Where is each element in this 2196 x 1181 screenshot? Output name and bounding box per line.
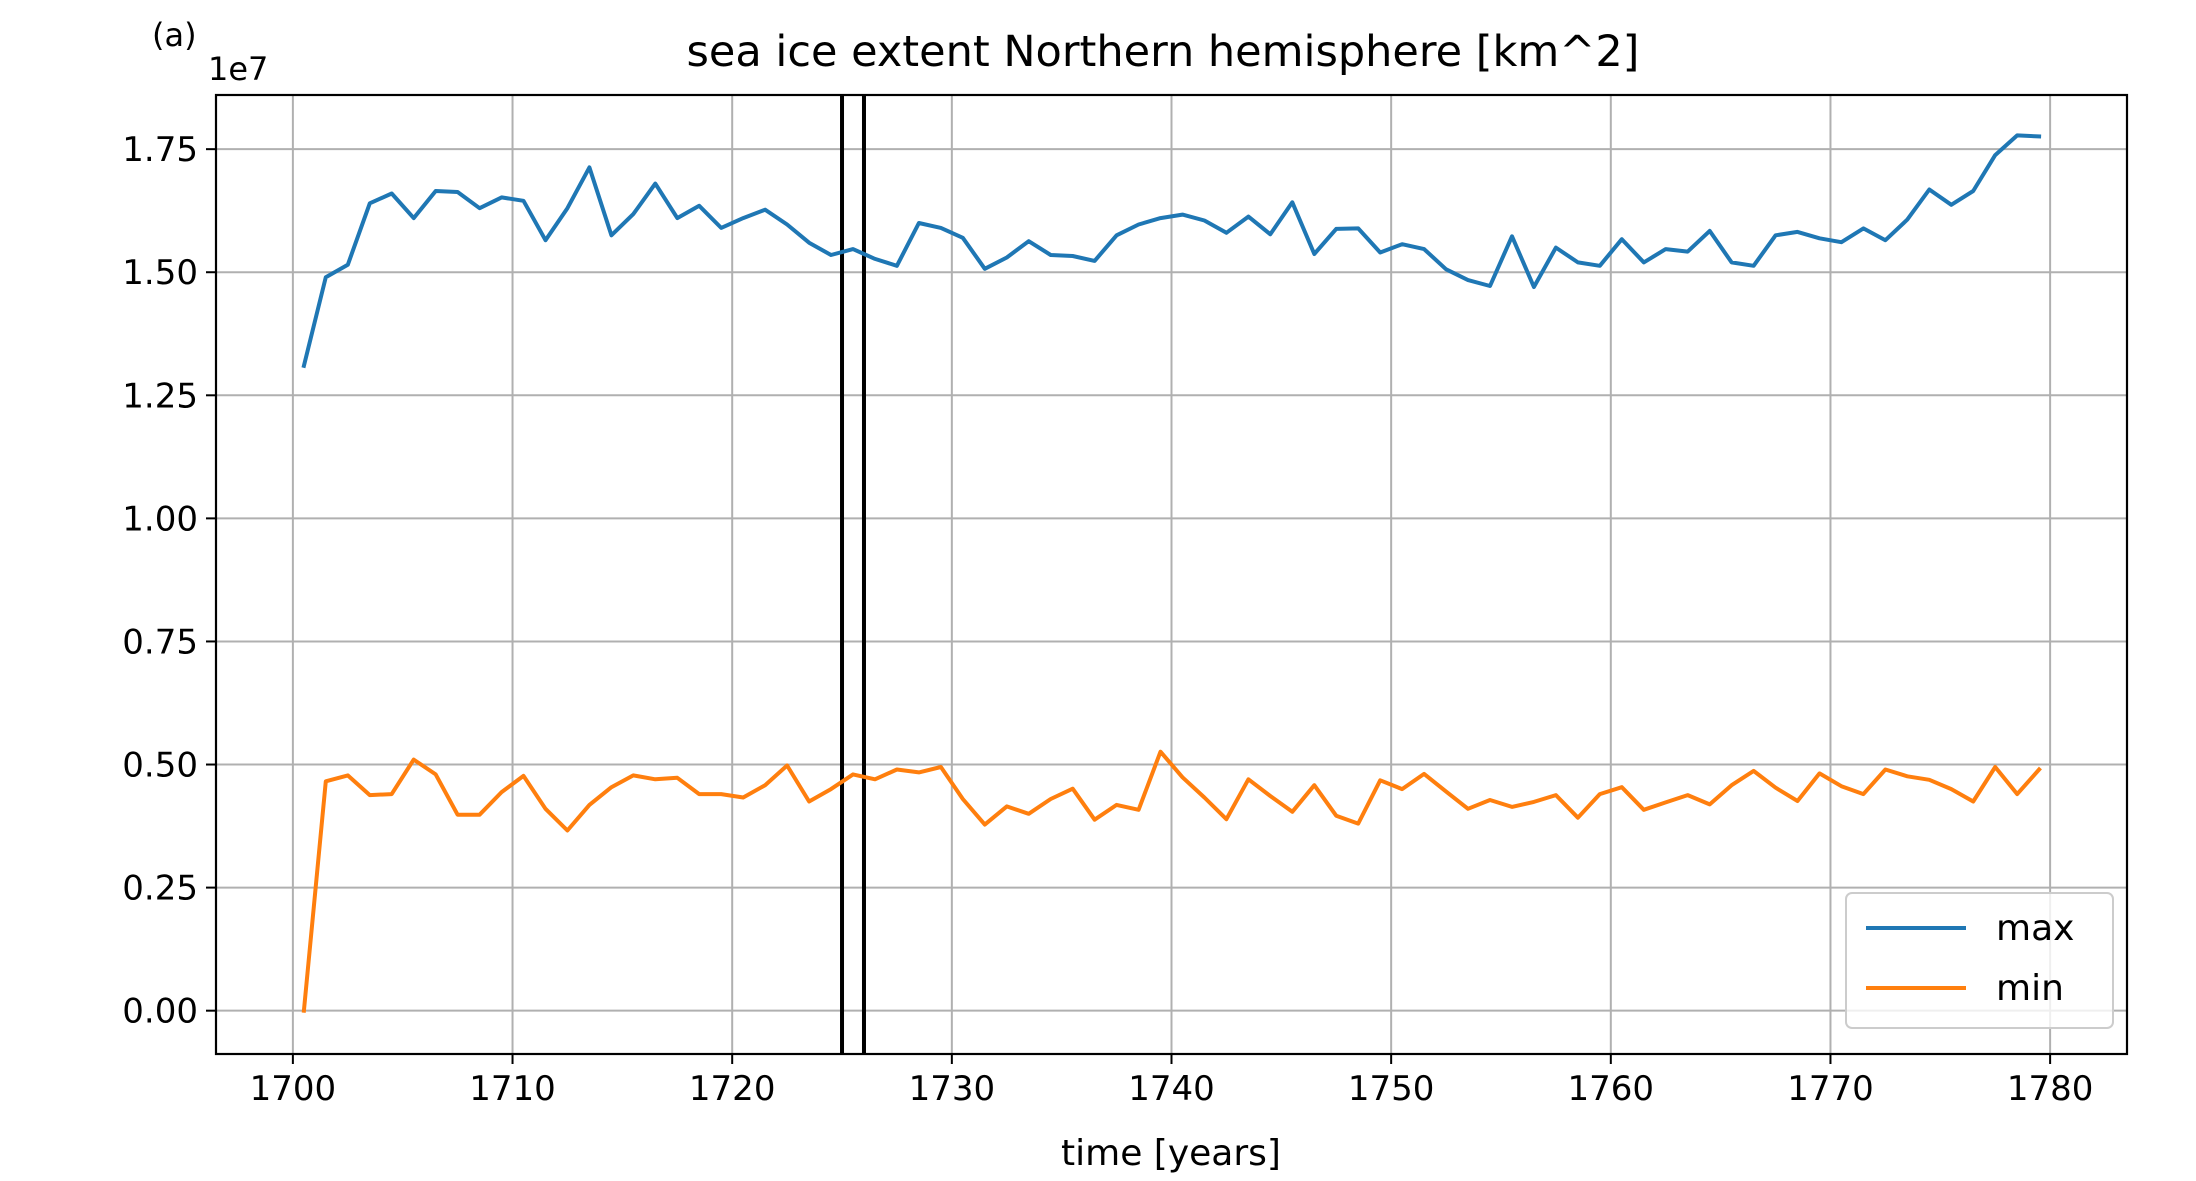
y-offset-label: 1e7 xyxy=(208,50,268,88)
vertical-markers xyxy=(840,95,866,1054)
x-tick-label: 1750 xyxy=(1348,1069,1435,1109)
chart-title: sea ice extent Northern hemisphere [km^2… xyxy=(687,27,1640,77)
x-tick-label: 1730 xyxy=(909,1069,996,1109)
x-tick-label: 1740 xyxy=(1128,1069,1215,1109)
y-tick-label: 1.25 xyxy=(122,376,198,416)
x-tick-label: 1710 xyxy=(469,1069,556,1109)
legend: max min xyxy=(1845,892,2114,1029)
y-tick-label: 0.50 xyxy=(122,746,198,786)
y-tick-label: 1.50 xyxy=(122,253,198,293)
x-axis-label: time [years] xyxy=(1061,1133,1281,1174)
legend-label-min: min xyxy=(1996,968,2064,1009)
axis-ticks: 1700 1710 1720 1730 1740 1750 1760 1770 1780 0.00… xyxy=(122,130,2093,1109)
x-tick-label: 1720 xyxy=(689,1069,776,1109)
series-line-min xyxy=(301,749,2042,1013)
x-tick-label: 1770 xyxy=(1787,1069,1874,1109)
y-tick-label: 0.25 xyxy=(122,869,198,909)
y-tick-label: 1.75 xyxy=(122,130,198,170)
y-tick-label: 0.00 xyxy=(122,992,198,1032)
series-line-max xyxy=(301,133,2042,369)
series-lines xyxy=(301,133,2042,1013)
y-tick-label: 0.75 xyxy=(122,622,198,662)
x-tick-label: 1700 xyxy=(250,1069,337,1109)
grid xyxy=(216,95,2127,1054)
y-tick-label: 1.00 xyxy=(122,499,198,539)
x-tick-label: 1760 xyxy=(1568,1069,1655,1109)
panel-label: (a) xyxy=(152,16,197,54)
x-tick-label: 1780 xyxy=(2007,1069,2094,1109)
legend-label-max: max xyxy=(1996,908,2074,949)
